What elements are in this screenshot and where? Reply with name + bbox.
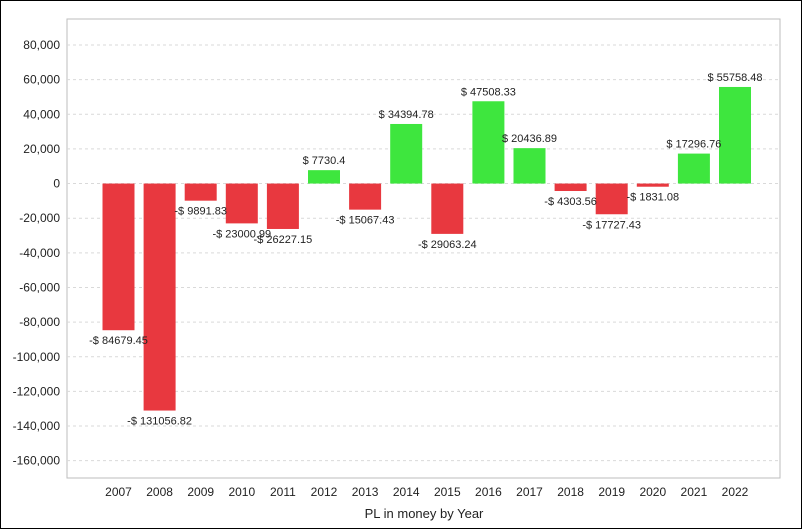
bar-2007 (102, 183, 135, 331)
bar-2021 (677, 153, 710, 184)
bar-2013 (349, 183, 382, 210)
y-tick-label: 0 (53, 177, 60, 191)
x-tick-label-2012: 2012 (311, 485, 338, 499)
data-labels: -$ 84679.45 -$ 131056.82 -$ 9891.83 -$ 2300… (89, 72, 762, 428)
data-label-2008: -$ 131056.82 (127, 416, 192, 428)
bars (102, 86, 751, 411)
plot-area (66, 18, 781, 479)
bar-2009 (184, 183, 217, 201)
bar-2010 (225, 183, 258, 224)
y-tick-label: -120,000 (13, 384, 61, 398)
data-label-2022: $ 55758.48 (707, 72, 762, 84)
y-tick-label: -40,000 (19, 246, 60, 260)
y-tick-label: 40,000 (23, 107, 60, 121)
bar-2019 (595, 183, 628, 215)
y-axis-ticks: 80,000 60,000 40,000 20,000 0 -20,000 -40,000 -… (13, 38, 61, 468)
bar-2011 (266, 183, 299, 229)
y-tick-label: -60,000 (19, 280, 60, 294)
x-tick-label-2007: 2007 (105, 485, 132, 499)
data-label-2020: -$ 1831.08 (626, 192, 679, 204)
x-tick-label-2014: 2014 (393, 485, 420, 499)
y-tick-label: 80,000 (23, 38, 60, 52)
x-tick-label-2018: 2018 (557, 485, 584, 499)
x-axis-title: PL in money by Year (365, 506, 484, 521)
data-label-2010: -$ 23000.99 (212, 228, 271, 240)
x-tick-label-2022: 2022 (722, 485, 749, 499)
x-tick-label-2016: 2016 (475, 485, 502, 499)
x-tick-label-2020: 2020 (639, 485, 666, 499)
x-tick-label-2009: 2009 (187, 485, 214, 499)
data-label-2007: -$ 84679.45 (89, 335, 148, 347)
y-tick-label: -140,000 (13, 419, 61, 433)
data-label-2017: $ 20436.89 (502, 133, 557, 145)
bar-2018 (554, 183, 587, 192)
grid-lines (67, 44, 780, 462)
x-axis-ticks: 2007 2008 2009 2010 2011 2012 2013 2014 2015 2016… (105, 485, 749, 499)
x-tick-label-2015: 2015 (434, 485, 461, 499)
bar-2012 (308, 170, 340, 184)
data-label-2021: $ 17296.76 (666, 139, 721, 151)
data-label-2012: $ 7730.4 (303, 155, 346, 167)
x-tick-label-2010: 2010 (228, 485, 255, 499)
data-label-2013: -$ 15067.43 (336, 215, 395, 227)
x-tick-label-2017: 2017 (516, 485, 543, 499)
x-tick-label-2008: 2008 (146, 485, 173, 499)
bar-2022 (719, 86, 751, 184)
x-tick-label-2013: 2013 (352, 485, 379, 499)
bar-2016 (472, 101, 505, 184)
bar-2020 (636, 183, 669, 187)
y-tick-label: 60,000 (23, 73, 60, 87)
y-tick-label: -160,000 (13, 454, 61, 468)
bar-2014 (390, 123, 423, 184)
data-label-2014: $ 34394.78 (379, 109, 434, 121)
bar-2015 (431, 183, 464, 234)
y-tick-label: -100,000 (13, 350, 61, 364)
x-tick-label-2021: 2021 (681, 485, 708, 499)
y-tick-label: 20,000 (23, 142, 60, 156)
data-label-2018: -$ 4303.56 (544, 196, 597, 208)
bar-2008 (143, 183, 176, 411)
data-label-2015: -$ 29063.24 (418, 239, 477, 251)
data-label-2009: -$ 9891.83 (174, 206, 227, 218)
data-label-2019: -$ 17727.43 (582, 219, 641, 231)
x-tick-label-2011: 2011 (270, 485, 296, 499)
data-label-2011: -$ 26227.15 (254, 234, 313, 246)
y-tick-label: -80,000 (19, 315, 60, 329)
y-tick-label: -20,000 (19, 211, 60, 225)
data-label-2016: $ 47508.33 (461, 86, 516, 98)
bar-2017 (513, 148, 546, 184)
x-tick-label-2019: 2019 (598, 485, 625, 499)
